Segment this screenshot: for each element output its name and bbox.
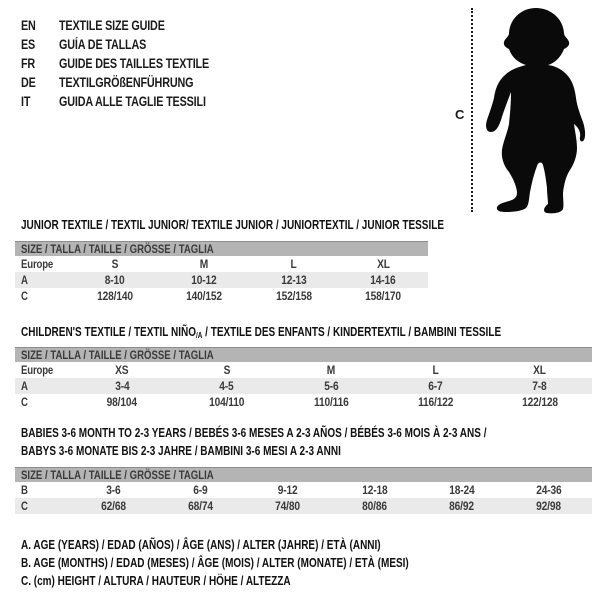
height-cell: 92/98 bbox=[536, 499, 561, 513]
age-cell: 9-12 bbox=[277, 483, 298, 497]
height-measure-dotted-line bbox=[471, 8, 473, 212]
size-cell: XL bbox=[533, 363, 547, 377]
age-cell: 18-24 bbox=[448, 483, 475, 497]
size-cell: XS bbox=[115, 363, 129, 377]
row-label: C bbox=[21, 289, 28, 303]
height-cell: 152/158 bbox=[275, 289, 312, 303]
age-cell: 4-5 bbox=[219, 379, 234, 393]
age-cell: 6-7 bbox=[428, 379, 443, 393]
row-label: A bbox=[21, 379, 28, 393]
language-row-de: DE TEXTILGRÖßENFÜHRUNG bbox=[21, 73, 247, 92]
legend-line-b: B. AGE (MONTHS) / EDAD (MESES) / ÂGE (MO… bbox=[21, 556, 409, 570]
size-cell: M bbox=[326, 363, 336, 377]
baby-silhouette-image bbox=[486, 8, 586, 214]
language-row-es: ES GUÍA DE TALLAS bbox=[21, 35, 247, 54]
age-cell: 10-12 bbox=[191, 273, 217, 287]
language-label: GUIDE DES TAILLES TEXTILE bbox=[59, 56, 210, 71]
size-cell: XL bbox=[376, 257, 390, 271]
age-cell: 5-6 bbox=[323, 379, 339, 393]
height-cell: 140/152 bbox=[186, 289, 223, 303]
language-code: EN bbox=[21, 18, 36, 33]
size-cell: L bbox=[290, 257, 297, 271]
height-cell: 122/128 bbox=[521, 395, 558, 409]
language-label: TEXTILE SIZE GUIDE bbox=[59, 18, 165, 33]
table-row-europe: Europe S M L XL bbox=[15, 256, 428, 272]
children-size-table: SIZE / TALLA / TAILLE / GRÖSSE / TAGLIA … bbox=[15, 347, 592, 410]
age-cell: 24-36 bbox=[535, 483, 562, 497]
height-cell: 128/140 bbox=[96, 289, 133, 303]
row-label: Europe bbox=[21, 363, 54, 377]
subscript-text: /A bbox=[195, 331, 203, 340]
row-label: B bbox=[21, 483, 28, 497]
size-cell: M bbox=[200, 257, 209, 271]
table-header-bar: SIZE / TALLA / TAILLE / GRÖSSE / TAGLIA bbox=[15, 241, 428, 256]
table-header-bar: SIZE / TALLA / TAILLE / GRÖSSE / TAGLIA bbox=[15, 347, 592, 362]
row-label: A bbox=[21, 273, 28, 287]
height-measure-label: C bbox=[455, 107, 465, 122]
height-cell: 98/104 bbox=[107, 395, 138, 409]
section-title-children: CHILDREN'S TEXTILE / TEXTIL NIÑO/A / TEX… bbox=[21, 325, 502, 340]
height-cell: 116/122 bbox=[417, 395, 453, 409]
height-cell: 74/80 bbox=[275, 499, 300, 513]
height-cell: 68/74 bbox=[188, 499, 213, 513]
height-cell: 110/116 bbox=[313, 395, 349, 409]
age-cell: 14-16 bbox=[370, 273, 396, 287]
language-code: IT bbox=[21, 94, 31, 109]
age-cell: 7-8 bbox=[532, 379, 547, 393]
age-cell: 3-4 bbox=[115, 379, 130, 393]
row-label: Europe bbox=[21, 257, 54, 271]
table-row-age: A 3-4 4-5 5-6 6-7 7-8 bbox=[15, 378, 592, 394]
table-header-bar: SIZE / TALLA / TAILLE / GRÖSSE / TAGLIA bbox=[15, 467, 592, 482]
legend-block: A. AGE (YEARS) / EDAD (AÑOS) / ÂGE (ANS)… bbox=[21, 536, 506, 590]
language-label: GUÍA DE TALLAS bbox=[59, 37, 147, 52]
legend-line-c: C. (cm) HEIGHT / ALTURA / HAUTEUR / HÖHE… bbox=[21, 574, 291, 588]
language-row-fr: FR GUIDE DES TAILLES TEXTILE bbox=[21, 54, 247, 73]
size-header-label: SIZE / TALLA / TAILLE / GRÖSSE / TAGLIA bbox=[21, 468, 214, 482]
age-cell: 3-6 bbox=[106, 483, 121, 497]
age-cell: 12-13 bbox=[281, 273, 307, 287]
age-cell: 8-10 bbox=[104, 273, 125, 287]
age-cell: 12-18 bbox=[361, 483, 388, 497]
table-row-height: C 98/104 104/110 110/116 116/122 122/128 bbox=[15, 394, 592, 410]
section-title-babies: BABIES 3-6 MONTH TO 2-3 YEARS / BEBÉS 3-… bbox=[21, 426, 487, 458]
size-header-label: SIZE / TALLA / TAILLE / GRÖSSE / TAGLIA bbox=[21, 348, 214, 362]
language-code: DE bbox=[21, 75, 36, 90]
size-cell: L bbox=[432, 363, 439, 377]
row-label: C bbox=[21, 395, 28, 409]
height-cell: 158/170 bbox=[365, 289, 402, 303]
table-row-height: C 62/68 68/74 74/80 80/86 86/92 92/98 bbox=[15, 498, 592, 514]
row-label: C bbox=[21, 499, 28, 513]
age-cell: 6-9 bbox=[193, 483, 208, 497]
height-cell: 104/110 bbox=[209, 395, 245, 409]
language-row-en: EN TEXTILE SIZE GUIDE bbox=[21, 16, 247, 35]
section-title-junior: JUNIOR TEXTILE / TEXTIL JUNIOR/ TEXTILE … bbox=[21, 218, 445, 232]
height-cell: 86/92 bbox=[449, 499, 474, 513]
table-row-age: A 8-10 10-12 12-13 14-16 bbox=[15, 272, 428, 288]
language-label: GUIDA ALLE TAGLIE TESSILI bbox=[59, 94, 206, 109]
language-code: ES bbox=[21, 37, 36, 52]
size-header-label: SIZE / TALLA / TAILLE / GRÖSSE / TAGLIA bbox=[21, 242, 214, 256]
legend-line-a: A. AGE (YEARS) / EDAD (AÑOS) / ÂGE (ANS)… bbox=[21, 538, 381, 552]
junior-size-table: SIZE / TALLA / TAILLE / GRÖSSE / TAGLIA … bbox=[15, 241, 428, 304]
table-row-europe: Europe XS S M L XL bbox=[15, 362, 592, 378]
height-cell: 80/86 bbox=[362, 499, 387, 513]
height-cell: 62/68 bbox=[101, 499, 126, 513]
babies-size-table: SIZE / TALLA / TAILLE / GRÖSSE / TAGLIA … bbox=[15, 467, 592, 514]
table-row-height: C 128/140 140/152 152/158 158/170 bbox=[15, 288, 428, 304]
language-code: FR bbox=[21, 56, 36, 71]
language-label: TEXTILGRÖßENFÜHRUNG bbox=[59, 75, 194, 90]
language-row-it: IT GUIDA ALLE TAGLIE TESSILI bbox=[21, 92, 247, 111]
size-cell: S bbox=[111, 257, 119, 271]
table-row-age-months: B 3-6 6-9 9-12 12-18 18-24 24-36 bbox=[15, 482, 592, 498]
size-cell: S bbox=[223, 363, 230, 377]
language-header-block: EN TEXTILE SIZE GUIDE ES GUÍA DE TALLAS … bbox=[21, 16, 247, 111]
